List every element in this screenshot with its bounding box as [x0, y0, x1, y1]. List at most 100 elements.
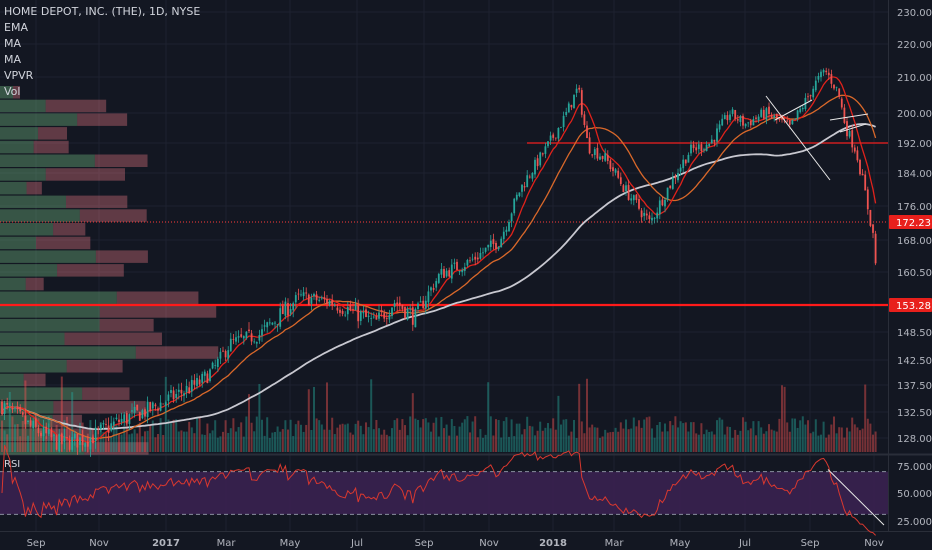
candle-body: [638, 199, 640, 209]
volume-bar: [640, 427, 643, 452]
candle-body: [164, 402, 167, 406]
rsi-label[interactable]: RSI: [4, 459, 21, 470]
vpvr-bar-down: [82, 387, 130, 400]
time-tick-label: May: [280, 538, 301, 549]
candle-body: [349, 304, 352, 311]
legend-item-ma-2[interactable]: MA: [4, 53, 22, 66]
legend-item-ema[interactable]: EMA: [4, 21, 28, 34]
candle-body: [544, 146, 547, 154]
volume-bar: [435, 417, 438, 452]
candle-body: [531, 172, 534, 179]
candle-body: [86, 441, 89, 447]
candle-body: [843, 107, 846, 123]
candle-body: [391, 307, 393, 316]
price-tick-label: 128.00: [897, 434, 932, 445]
candle-body: [521, 184, 523, 192]
candle-body: [448, 270, 451, 277]
candle-body: [736, 119, 739, 121]
candle-body: [21, 412, 24, 415]
volume-bar: [757, 421, 760, 452]
candle-body: [261, 329, 263, 336]
volume-bar: [474, 416, 477, 452]
candle-body: [505, 229, 508, 232]
candle-body: [489, 240, 492, 247]
volume-bar: [638, 420, 640, 452]
candle-body: [775, 113, 778, 120]
legend-item-vpvr[interactable]: VPVR: [4, 69, 34, 82]
volume-bar: [1, 420, 3, 452]
volume-bar: [648, 416, 651, 452]
candle-body: [300, 294, 302, 296]
volume-bar: [666, 431, 669, 452]
volume-bar: [19, 436, 22, 452]
volume-bar: [380, 434, 383, 452]
volume-bar: [71, 392, 74, 452]
volume-bar: [674, 416, 677, 452]
volume-bar: [315, 418, 318, 452]
candle-body: [58, 434, 61, 452]
volume-bar: [404, 425, 406, 452]
candle-body: [820, 71, 822, 78]
candle-body: [302, 292, 305, 297]
volume-bar: [141, 436, 144, 452]
candle-body: [617, 170, 620, 178]
symbol-title[interactable]: HOME DEPOT, INC. (THE), 1D, NYSE: [4, 5, 201, 18]
volume-bar: [781, 385, 783, 452]
candle-body: [406, 308, 409, 320]
volume-bar: [331, 417, 334, 452]
volume-bar: [170, 423, 172, 452]
volume-bar: [211, 430, 214, 452]
candle-body: [8, 405, 11, 407]
volume-bar: [289, 419, 292, 452]
candle-body: [591, 154, 594, 156]
candle-body: [807, 96, 809, 98]
volume-bar: [34, 417, 37, 452]
price-tick-label: 168.00: [897, 236, 932, 247]
vpvr-bar-down: [57, 264, 124, 277]
vpvr-bar-down: [38, 127, 68, 140]
volume-bar: [838, 427, 841, 452]
volume-bar: [471, 421, 474, 452]
vpvr-bar-up: [0, 277, 26, 291]
vpvr-bar-down: [45, 168, 126, 181]
time-tick-label: May: [670, 538, 691, 549]
candle-body: [242, 336, 245, 339]
volume-bar: [799, 420, 802, 452]
volume-bar: [172, 419, 175, 452]
candle-body: [510, 213, 513, 222]
candle-body: [770, 114, 773, 118]
candle-body: [370, 318, 373, 319]
candle-body: [42, 426, 45, 437]
candle-body: [409, 309, 412, 310]
candle-body: [859, 159, 861, 175]
volume-bar: [123, 426, 126, 452]
volume-bar: [528, 425, 531, 452]
candle-body: [380, 309, 383, 312]
legend-item-vol[interactable]: Vol: [4, 85, 21, 98]
volume-bar: [846, 427, 848, 452]
vpvr-bar-down: [66, 360, 123, 373]
candle-body: [422, 300, 425, 309]
vpvr-bar-down: [77, 113, 128, 126]
volume-bar: [263, 435, 266, 452]
candle-body: [432, 288, 435, 290]
candle-body: [248, 329, 250, 332]
legend-item-ma-1[interactable]: MA: [4, 37, 22, 50]
vpvr-bar-down: [26, 181, 42, 195]
volume-bar: [276, 426, 279, 452]
volume-bar: [625, 419, 627, 452]
volume-bar: [742, 417, 744, 452]
volume-bar: [427, 422, 430, 452]
candle-body: [853, 147, 856, 152]
volume-bar: [305, 424, 308, 452]
volume-bar: [853, 424, 856, 452]
candle-body: [526, 175, 529, 188]
volume-bar: [588, 427, 591, 452]
vpvr-bar-up: [0, 99, 46, 113]
price-tick-label: 200.00: [897, 109, 932, 120]
volume-bar: [240, 422, 243, 452]
volume-bar: [635, 426, 638, 452]
vpvr-bar-down: [23, 373, 46, 387]
